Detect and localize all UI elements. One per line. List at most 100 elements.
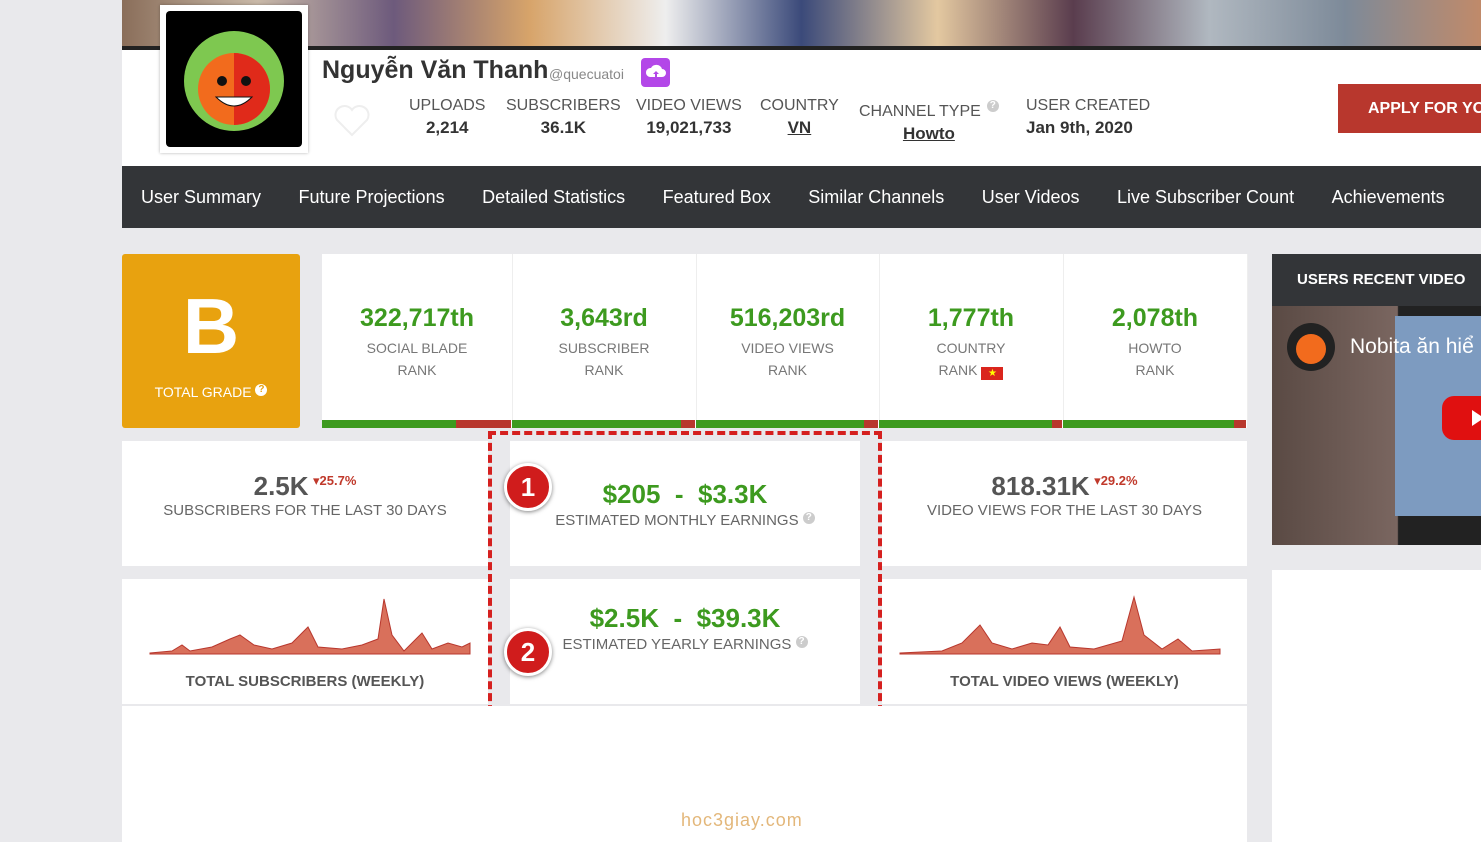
sidebar-title: USERS RECENT VIDEO: [1272, 254, 1481, 306]
stat: UPLOADS 2,214: [409, 97, 485, 138]
subscribers-30d-value: 2.5K: [253, 471, 309, 501]
views-30d-value: 818.31K: [991, 471, 1090, 501]
grade-letter: B: [182, 282, 240, 370]
rank-value: 322,717th: [360, 304, 474, 332]
rank-label-text: RANK: [584, 362, 624, 378]
yearly-high: $39.3K: [696, 603, 781, 633]
rank-bar: [696, 420, 878, 428]
subscribers-chart-card: TOTAL SUBSCRIBERS (WEEKLY): [122, 579, 488, 704]
subscribers-30d-change: 25.7%: [319, 473, 357, 488]
views-chart-card: TOTAL VIDEO VIEWS (WEEKLY): [882, 579, 1247, 704]
apply-button[interactable]: APPLY FOR YO: [1338, 84, 1481, 133]
avatar-art: [184, 31, 284, 131]
subscribers-30d-card: 2.5K ▾25.7% SUBSCRIBERS FOR THE LAST 30 …: [122, 441, 488, 566]
nav-link[interactable]: Similar Channels: [808, 186, 945, 207]
rank-label-line: RANK: [696, 359, 879, 381]
subscribers-chart-label: TOTAL SUBSCRIBERS (WEEKLY): [185, 673, 425, 690]
rank-label-text: SOCIAL BLADE: [366, 340, 468, 356]
subscribers-30d-label: SUBSCRIBERS FOR THE LAST 30 DAYS: [163, 502, 447, 519]
stat: USER CREATED Jan 9th, 2020: [1026, 97, 1150, 138]
rank: 1,777th COUNTRY RANK ★: [879, 254, 1064, 420]
grade-box: B TOTAL GRADE ?: [122, 254, 300, 428]
views-chart-label: TOTAL VIDEO VIEWS (WEEKLY): [950, 673, 1179, 690]
monthly-separator: -: [674, 479, 684, 509]
stat: VIDEO VIEWS 19,021,733: [636, 97, 742, 138]
rank-bar-end: [1234, 420, 1246, 428]
content-footer: [122, 706, 1247, 842]
sparkline: [149, 598, 471, 655]
grade-label: TOTAL GRADE: [154, 384, 252, 400]
stat-label: UPLOADS: [409, 97, 486, 114]
rank-label-text: RANK: [1135, 362, 1175, 378]
stat-value: 2,214: [425, 118, 469, 137]
help-icon[interactable]: ?: [986, 100, 999, 112]
rank-label-line: RANK: [512, 359, 696, 381]
rank-label-line: RANK ★: [879, 359, 1063, 381]
yearly-separator: -: [673, 603, 683, 633]
nav-link[interactable]: Detailed Statistics: [482, 186, 626, 207]
rank-bar: [512, 420, 695, 428]
rank-bar: [322, 420, 511, 428]
rank-label-text: SUBSCRIBER: [558, 340, 650, 356]
annotation-badge: 1: [504, 463, 552, 511]
help-icon[interactable]: ?: [802, 512, 815, 524]
rank-label: SUBSCRIBER RANK: [512, 337, 696, 381]
rank: 2,078th HOWTO RANK: [1063, 254, 1248, 420]
flag: ★: [981, 367, 1004, 380]
favorite-button[interactable]: [332, 102, 372, 143]
rank-label-text: RANK: [938, 362, 978, 378]
watermark: hoc3giay.com: [681, 810, 803, 830]
help-icon[interactable]: ?: [795, 636, 808, 648]
nav-link[interactable]: Live Subscriber Count: [1117, 186, 1295, 207]
nav-link[interactable]: User Videos: [981, 186, 1080, 207]
rank-label: SOCIAL BLADE RANK: [322, 337, 512, 381]
stat-label: USER CREATED: [1026, 97, 1151, 114]
views-30d-change: 29.2%: [1100, 473, 1138, 488]
rank-label-text: HOWTO: [1128, 340, 1182, 356]
rank-label-line: RANK: [322, 359, 512, 381]
rank-bar-end: [456, 420, 511, 428]
views-30d-label: VIDEO VIEWS FOR THE LAST 30 DAYS: [926, 502, 1203, 519]
yearly-label: ESTIMATED YEARLY EARNINGS: [562, 636, 792, 653]
rank-label-line: SOCIAL BLADE: [322, 337, 512, 359]
stat-label: VIDEO VIEWS: [636, 97, 742, 114]
sparkline: [899, 595, 1221, 655]
rank: 516,203rd VIDEO VIEWS RANK: [696, 254, 880, 420]
rank-value: 516,203rd: [729, 304, 846, 332]
channel-handle: @quecuatoi: [549, 66, 624, 82]
monthly-high: $3.3K: [698, 479, 768, 509]
stat-value: 19,021,733: [646, 118, 732, 137]
stat-label: SUBSCRIBERS: [506, 97, 621, 114]
help-icon[interactable]: ?: [255, 384, 268, 396]
nav-bar: User Summary Future Projections Detailed S…: [122, 166, 1481, 228]
sidebar-panel: [1272, 570, 1481, 842]
nav-link[interactable]: Future Projections: [298, 186, 445, 207]
nav-link[interactable]: User Summary: [141, 186, 262, 207]
rank-bar-end: [864, 420, 878, 428]
rank: 322,717th SOCIAL BLADE RANK: [322, 254, 513, 420]
stat-value[interactable]: VN: [787, 118, 812, 137]
stat-value[interactable]: Howto: [902, 124, 955, 143]
rank-label-line: RANK: [1063, 359, 1247, 381]
rank-label: COUNTRY RANK ★: [879, 337, 1063, 381]
monthly-earnings-card: $205 - $3.3K ESTIMATED MONTHLY EARNINGS …: [510, 441, 860, 566]
rank-label: HOWTO RANK: [1063, 337, 1247, 381]
nav-link[interactable]: Featured Box: [662, 186, 771, 207]
stat-value: 36.1K: [540, 118, 587, 137]
upload-icon: [641, 58, 670, 87]
rank-bar: [1063, 420, 1246, 428]
rank-label-line: SUBSCRIBER: [512, 337, 696, 359]
rank-bar: [879, 420, 1062, 428]
stat: SUBSCRIBERS 36.1K: [506, 97, 621, 138]
rank-label: VIDEO VIEWS RANK: [696, 337, 879, 381]
rank-label-text: RANK: [397, 362, 437, 378]
nav-link[interactable]: Achievements: [1331, 186, 1445, 207]
rank-label-line: HOWTO: [1063, 337, 1247, 359]
stat-label: COUNTRY: [760, 97, 839, 114]
avatar: [160, 5, 308, 153]
rank-label-text: COUNTRY: [936, 340, 1006, 356]
rank-value: 3,643rd: [560, 304, 648, 332]
video-thumbnail[interactable]: [1272, 306, 1481, 545]
rank-label-line: VIDEO VIEWS: [696, 337, 879, 359]
